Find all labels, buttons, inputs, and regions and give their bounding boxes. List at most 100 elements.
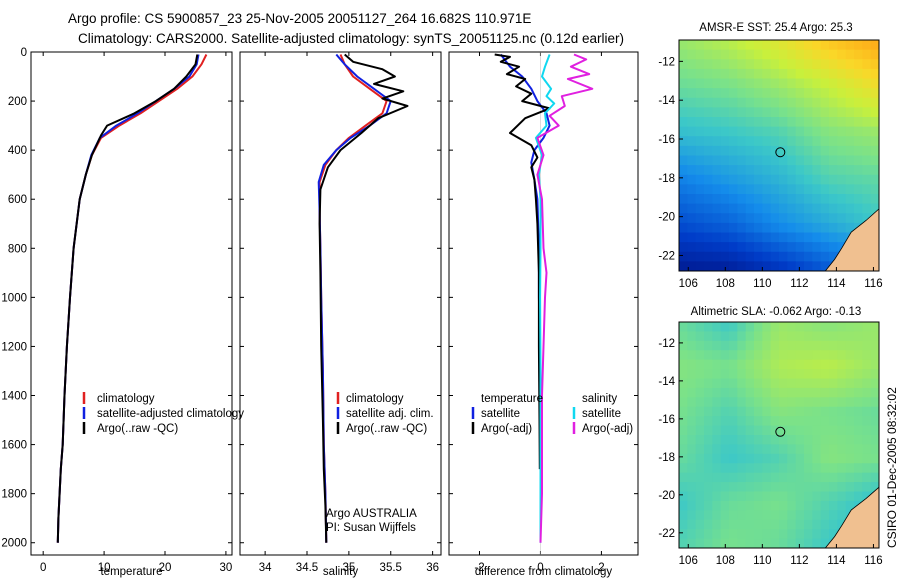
heat-cell (720, 510, 730, 521)
heat-cell (862, 463, 872, 474)
heat-cell (845, 174, 855, 185)
heat-cell (729, 369, 738, 380)
heat-cell (745, 126, 755, 137)
heat-cell (754, 117, 763, 128)
heat-cell (804, 369, 813, 380)
heat-cell (679, 59, 688, 70)
heat-cell (770, 491, 780, 502)
heat-cell (729, 472, 738, 483)
heat-cell (829, 232, 838, 243)
heat-cell (812, 59, 822, 70)
heat-cell (854, 136, 863, 147)
heat-cell (687, 194, 697, 205)
heat-cell (829, 500, 838, 511)
heat-cell (795, 203, 805, 214)
heat-cell (829, 435, 838, 446)
heat-cell (704, 378, 713, 389)
heat-cell (704, 136, 713, 147)
heat-cell (687, 68, 697, 80)
heat-cell (795, 251, 805, 262)
heat-cell (729, 529, 738, 540)
x-tick-label: 106 (679, 278, 698, 290)
heat-cell (770, 251, 780, 262)
heat-cell (837, 463, 847, 474)
heat-cell (704, 472, 713, 483)
heat-cell (687, 107, 697, 118)
y-tick-label: 200 (8, 96, 27, 108)
map-title: Altimetric SLA: -0.062 Argo: -0.13 (691, 306, 862, 318)
heat-cell (829, 453, 838, 464)
heat-cell (812, 463, 822, 474)
heat-cell (820, 242, 830, 253)
heat-cell (729, 378, 738, 389)
heat-cell (687, 136, 697, 147)
heat-cell (854, 107, 863, 118)
heat-cell (770, 117, 780, 128)
heat-cell (779, 242, 788, 253)
heat-cell (837, 97, 847, 108)
heat-cell (720, 416, 730, 427)
heat-cell (812, 529, 822, 540)
heat-cell (720, 213, 730, 224)
heat-cell (787, 510, 797, 521)
heat-cell (779, 538, 788, 548)
heat-cell (804, 222, 813, 234)
heat-cell (687, 435, 697, 446)
heat-cell (870, 203, 879, 214)
heat-cell (779, 145, 788, 157)
heat-cell (704, 232, 713, 243)
heat-cell (854, 322, 863, 333)
heat-cell (779, 397, 788, 408)
x-tick-label: 35.5 (380, 562, 402, 574)
heat-cell (795, 97, 805, 108)
heat-cell (812, 500, 822, 511)
heat-cell (745, 222, 755, 234)
heat-cell (812, 261, 822, 271)
heat-cell (812, 49, 822, 60)
heat-cell (679, 184, 688, 195)
heat-cell (829, 425, 838, 436)
heat-cell (779, 378, 788, 389)
heat-cell (804, 107, 813, 118)
heat-cell (754, 425, 763, 436)
heat-cell (720, 500, 730, 511)
heat-cell (770, 369, 780, 380)
y-tick-label: 800 (8, 243, 27, 255)
heat-cell (729, 322, 738, 333)
heat-cell (720, 136, 730, 147)
heat-cell (862, 397, 872, 408)
heat-cell (870, 40, 879, 51)
heat-cell (695, 397, 705, 408)
heat-cell (720, 472, 730, 483)
heat-cell (837, 155, 847, 166)
heat-cell (720, 194, 730, 205)
heat-cell (770, 397, 780, 408)
heat-cell (820, 350, 830, 361)
heat-cell (770, 49, 780, 60)
heat-cell (762, 78, 772, 89)
heat-cell (770, 463, 780, 474)
heat-cell (829, 387, 838, 398)
heat-cell (720, 482, 730, 493)
heat-cell (837, 425, 847, 436)
heat-cell (737, 359, 747, 370)
heat-cell (729, 165, 738, 176)
heat-cell (812, 453, 822, 464)
heat-cell (712, 117, 722, 128)
heat-cell (862, 350, 872, 361)
heat-cell (729, 126, 738, 137)
heat-cell (745, 397, 755, 408)
heat-cell (770, 500, 780, 511)
heat-cell (737, 68, 747, 80)
figure-title-line1: Argo profile: CS 5900857_23 25-Nov-2005 … (68, 11, 531, 26)
heat-cell (745, 529, 755, 540)
heat-cell (745, 117, 755, 128)
heat-cell (704, 359, 713, 370)
heat-cell (745, 165, 755, 176)
land-patch (824, 486, 879, 548)
heat-cell (787, 378, 797, 389)
heat-cell (820, 425, 830, 436)
heat-cell (679, 126, 688, 137)
heat-cell (812, 88, 822, 99)
heat-cell (787, 97, 797, 108)
